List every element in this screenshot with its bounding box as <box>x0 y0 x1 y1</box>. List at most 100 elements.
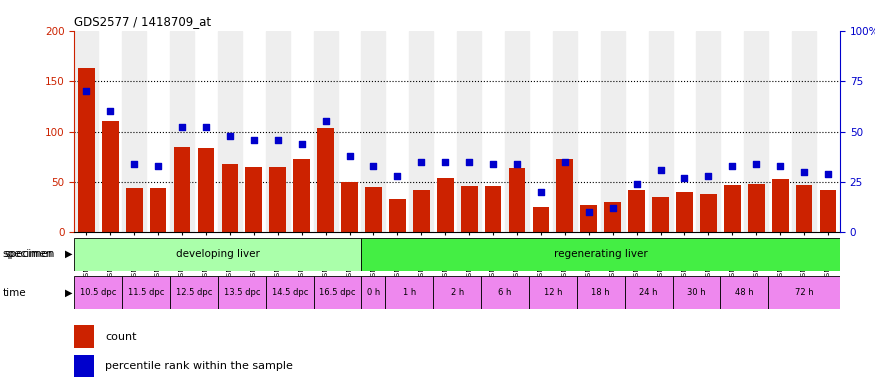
Text: 48 h: 48 h <box>735 288 753 297</box>
Bar <box>795 185 813 232</box>
Bar <box>648 31 673 232</box>
Bar <box>461 186 478 232</box>
Bar <box>553 31 577 232</box>
Bar <box>673 276 720 309</box>
Point <box>295 141 309 147</box>
Bar <box>748 184 765 232</box>
Bar <box>150 188 166 232</box>
Bar <box>556 159 573 232</box>
Point <box>199 124 213 131</box>
Bar <box>676 192 693 232</box>
Text: specimen: specimen <box>4 249 55 259</box>
Bar <box>123 276 170 309</box>
Point <box>390 173 404 179</box>
Bar <box>772 179 788 232</box>
Bar <box>218 276 266 309</box>
Bar <box>508 168 525 232</box>
Point <box>270 136 284 142</box>
Point <box>725 163 739 169</box>
Bar <box>720 276 768 309</box>
Bar <box>485 186 501 232</box>
Point <box>630 181 644 187</box>
Text: percentile rank within the sample: percentile rank within the sample <box>105 361 293 371</box>
Point <box>558 159 572 165</box>
Bar <box>410 31 433 232</box>
Bar <box>221 164 238 232</box>
Bar <box>361 276 385 309</box>
Bar <box>74 276 122 309</box>
Text: 6 h: 6 h <box>499 288 512 297</box>
Bar <box>170 31 194 232</box>
Bar <box>293 159 310 232</box>
Point <box>774 163 788 169</box>
Text: 30 h: 30 h <box>687 288 706 297</box>
Bar <box>74 31 98 232</box>
Point <box>223 132 237 139</box>
Bar <box>625 276 673 309</box>
Bar <box>768 276 840 309</box>
Point <box>749 161 763 167</box>
Point <box>127 161 141 167</box>
Text: 0 h: 0 h <box>367 288 380 297</box>
Bar <box>102 121 119 232</box>
Bar <box>529 276 577 309</box>
Bar <box>724 185 741 232</box>
Text: ▶: ▶ <box>65 249 73 259</box>
Bar <box>601 31 625 232</box>
Point <box>677 175 691 181</box>
Text: 24 h: 24 h <box>640 288 658 297</box>
Bar <box>413 190 430 232</box>
Text: count: count <box>105 332 136 342</box>
Text: GDS2577 / 1418709_at: GDS2577 / 1418709_at <box>74 15 212 28</box>
Point <box>151 163 165 169</box>
Bar <box>318 129 334 232</box>
Bar <box>74 355 94 377</box>
Bar <box>696 31 720 232</box>
Point <box>318 118 332 124</box>
Point <box>103 108 117 114</box>
Point <box>487 161 500 167</box>
Text: 18 h: 18 h <box>592 288 610 297</box>
Bar <box>361 238 840 271</box>
Bar <box>74 238 361 271</box>
Bar <box>628 190 645 232</box>
Bar <box>458 31 481 232</box>
Text: specimen: specimen <box>3 249 53 259</box>
Bar <box>505 31 529 232</box>
Bar <box>74 325 94 348</box>
Point <box>821 171 835 177</box>
Point <box>80 88 94 94</box>
Bar <box>246 167 262 232</box>
Bar <box>170 276 218 309</box>
Point <box>654 167 668 173</box>
Bar <box>792 31 816 232</box>
Text: 12.5 dpc: 12.5 dpc <box>176 288 213 297</box>
Point <box>175 124 189 131</box>
Bar <box>385 276 433 309</box>
Text: 1 h: 1 h <box>402 288 416 297</box>
Bar <box>389 199 406 232</box>
Bar <box>365 187 382 232</box>
Bar <box>361 31 385 232</box>
Text: 12 h: 12 h <box>543 288 562 297</box>
Text: 10.5 dpc: 10.5 dpc <box>80 288 116 297</box>
Point <box>342 152 356 159</box>
Point <box>582 209 596 215</box>
Text: 11.5 dpc: 11.5 dpc <box>128 288 164 297</box>
Text: 72 h: 72 h <box>794 288 814 297</box>
Bar <box>533 207 550 232</box>
Point <box>414 159 428 165</box>
Bar <box>820 190 836 232</box>
Bar <box>481 276 529 309</box>
Bar <box>313 276 361 309</box>
Point <box>606 205 620 211</box>
Point <box>702 173 716 179</box>
Bar <box>700 194 717 232</box>
Bar <box>218 31 242 232</box>
Bar <box>173 147 191 232</box>
Bar <box>577 276 625 309</box>
Bar <box>270 167 286 232</box>
Bar <box>78 68 94 232</box>
Bar <box>433 276 481 309</box>
Text: 16.5 dpc: 16.5 dpc <box>319 288 356 297</box>
